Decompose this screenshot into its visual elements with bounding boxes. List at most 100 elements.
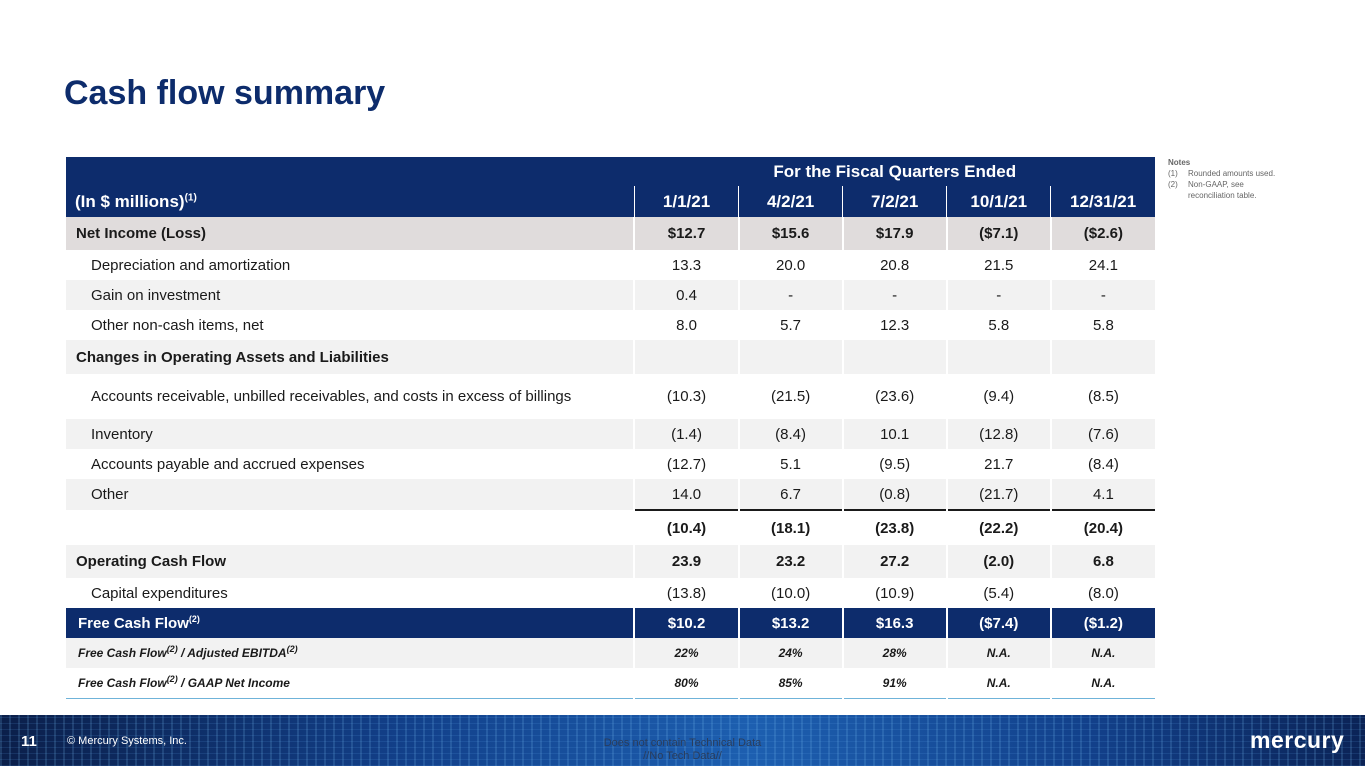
- cell-value: (5.4): [945, 578, 1051, 608]
- column-header-q2: 4/2/21: [738, 186, 843, 217]
- row-label: Other non-cash items, net: [91, 316, 264, 334]
- row-label: Gain on investment: [66, 280, 635, 310]
- disclaimer-text: Does not contain Technical Data //No Tec…: [560, 737, 805, 763]
- cell-value: 10.1: [841, 419, 947, 449]
- table-row: Depreciation and amortization 13.3 20.0 …: [66, 250, 1155, 280]
- cell-value: (21.5): [737, 374, 843, 419]
- cell-value: 14.0: [633, 479, 739, 510]
- cell-value: (10.0): [737, 578, 843, 608]
- cell-value: $17.9: [841, 217, 947, 250]
- cell-value: 22%: [633, 638, 739, 668]
- cell-value: (8.5): [1049, 374, 1155, 419]
- cell-value: $12.7: [633, 217, 739, 250]
- cell-value: N.A.: [1049, 668, 1155, 699]
- note-number: (1): [1168, 169, 1178, 178]
- cell-value: 24.1: [1049, 250, 1155, 280]
- cell-value: 4.1: [1049, 479, 1155, 510]
- cell-value: [841, 340, 947, 374]
- cell-value: [945, 340, 1051, 374]
- row-label: Free Cash Flow(2): [66, 608, 635, 638]
- cell-value: (0.8): [841, 479, 947, 510]
- cell-value: ($2.6): [1049, 217, 1155, 250]
- cell-value: [737, 340, 843, 374]
- row-label: Free Cash Flow(2) / Adjusted EBITDA(2): [66, 638, 635, 668]
- cell-value: 23.9: [633, 545, 739, 578]
- cell-value: $16.3: [841, 608, 947, 638]
- table-row: Free Cash Flow(2) / Adjusted EBITDA(2) 2…: [66, 638, 1155, 668]
- column-header-q4: 10/1/21: [946, 186, 1051, 217]
- cell-value: (2.0): [945, 545, 1051, 578]
- row-label: Net Income (Loss): [66, 217, 635, 250]
- table-group-header-row: For the Fiscal Quarters Ended: [66, 157, 1155, 186]
- table-row: Other non-cash items, net 8.0 5.7 12.3 5…: [66, 310, 1155, 340]
- cell-value: 21.5: [945, 250, 1051, 280]
- copyright-text: © Mercury Systems, Inc.: [67, 735, 187, 747]
- cell-value: (8.0): [1049, 578, 1155, 608]
- table-row-subtotal: (10.4) (18.1) (23.8) (22.2) (20.4): [66, 509, 1155, 545]
- cell-value: 80%: [633, 668, 739, 699]
- cell-value: $15.6: [737, 217, 843, 250]
- cell-value: 6.8: [1049, 545, 1155, 578]
- row-label: Accounts payable and accrued expenses: [91, 455, 365, 473]
- row-label: Changes in Operating Assets and Liabilit…: [66, 340, 635, 374]
- cell-value: (8.4): [737, 419, 843, 449]
- cell-value: 5.1: [737, 449, 843, 479]
- table-row: Accounts payable and accrued expenses (1…: [66, 449, 1155, 479]
- page-title: Cash flow summary: [64, 74, 386, 112]
- cell-value: $10.2: [633, 608, 739, 638]
- note-item: (2) Non-GAAP, see reconciliation table.: [1168, 179, 1288, 201]
- cash-flow-table: For the Fiscal Quarters Ended (In $ mill…: [66, 157, 1155, 699]
- row-label: Depreciation and amortization: [91, 256, 291, 274]
- page-number: 11: [21, 733, 37, 750]
- footnote-ref: (2): [166, 644, 178, 654]
- cell-value: (12.7): [633, 449, 739, 479]
- disclaimer-line: Does not contain Technical Data: [603, 737, 762, 749]
- cell-value: N.A.: [945, 638, 1051, 668]
- cell-value: (13.8): [633, 578, 739, 608]
- cell-value: 91%: [841, 668, 947, 699]
- cell-value: N.A.: [1049, 638, 1155, 668]
- row-label: Capital expenditures: [91, 584, 228, 602]
- cell-value: (21.7): [945, 479, 1051, 510]
- footnote-ref: (1): [184, 191, 197, 203]
- cell-value: (20.4): [1049, 509, 1155, 545]
- cell-value: 85%: [737, 668, 843, 699]
- row-label: Free Cash Flow(2) / GAAP Net Income: [66, 668, 635, 699]
- cell-value: (10.3): [633, 374, 739, 419]
- cell-value: (12.8): [945, 419, 1051, 449]
- cell-value: ($1.2): [1049, 608, 1155, 638]
- table-row-highlight: Free Cash Flow(2) $10.2 $13.2 $16.3 ($7.…: [66, 608, 1155, 638]
- table-row: Capital expenditures (13.8) (10.0) (10.9…: [66, 578, 1155, 608]
- cell-value: ($7.4): [945, 608, 1051, 638]
- cell-value: -: [945, 280, 1051, 310]
- cell-value: 28%: [841, 638, 947, 668]
- disclaimer-line: //No Tech Data//: [643, 750, 722, 762]
- cell-value: 20.0: [737, 250, 843, 280]
- footer-bar: 11 © Mercury Systems, Inc. Does not cont…: [0, 715, 1365, 766]
- cell-value: 21.7: [945, 449, 1051, 479]
- cell-value: (23.6): [841, 374, 947, 419]
- table-row: Free Cash Flow(2) / GAAP Net Income 80% …: [66, 668, 1155, 699]
- table-row-section-header: Changes in Operating Assets and Liabilit…: [66, 340, 1155, 374]
- cell-value: (23.8): [841, 509, 947, 545]
- note-text: Non-GAAP, see reconciliation table.: [1188, 180, 1257, 200]
- note-text: Rounded amounts used.: [1188, 169, 1276, 178]
- notes-heading: Notes: [1168, 158, 1191, 167]
- note-item: (1) Rounded amounts used.: [1168, 168, 1288, 179]
- column-header-q5: 12/31/21: [1050, 186, 1155, 217]
- cell-value: -: [737, 280, 843, 310]
- table-row: Accounts receivable, unbilled receivable…: [66, 374, 1155, 419]
- group-header: For the Fiscal Quarters Ended: [634, 157, 1155, 186]
- cell-value: 8.0: [633, 310, 739, 340]
- table-row: Net Income (Loss) $12.7 $15.6 $17.9 ($7.…: [66, 217, 1155, 250]
- cell-value: $13.2: [737, 608, 843, 638]
- cell-value: -: [1049, 280, 1155, 310]
- cell-value: (8.4): [1049, 449, 1155, 479]
- cell-value: (10.9): [841, 578, 947, 608]
- cell-value: 27.2: [841, 545, 947, 578]
- table-row: Other 14.0 6.7 (0.8) (21.7) 4.1: [66, 479, 1155, 510]
- row-label: Other: [66, 479, 635, 510]
- cell-value: 5.8: [1049, 310, 1155, 340]
- column-header-q1: 1/1/21: [633, 186, 739, 217]
- table-header-row: (In $ millions)(1) 1/1/21 4/2/21 7/2/21 …: [66, 186, 1155, 217]
